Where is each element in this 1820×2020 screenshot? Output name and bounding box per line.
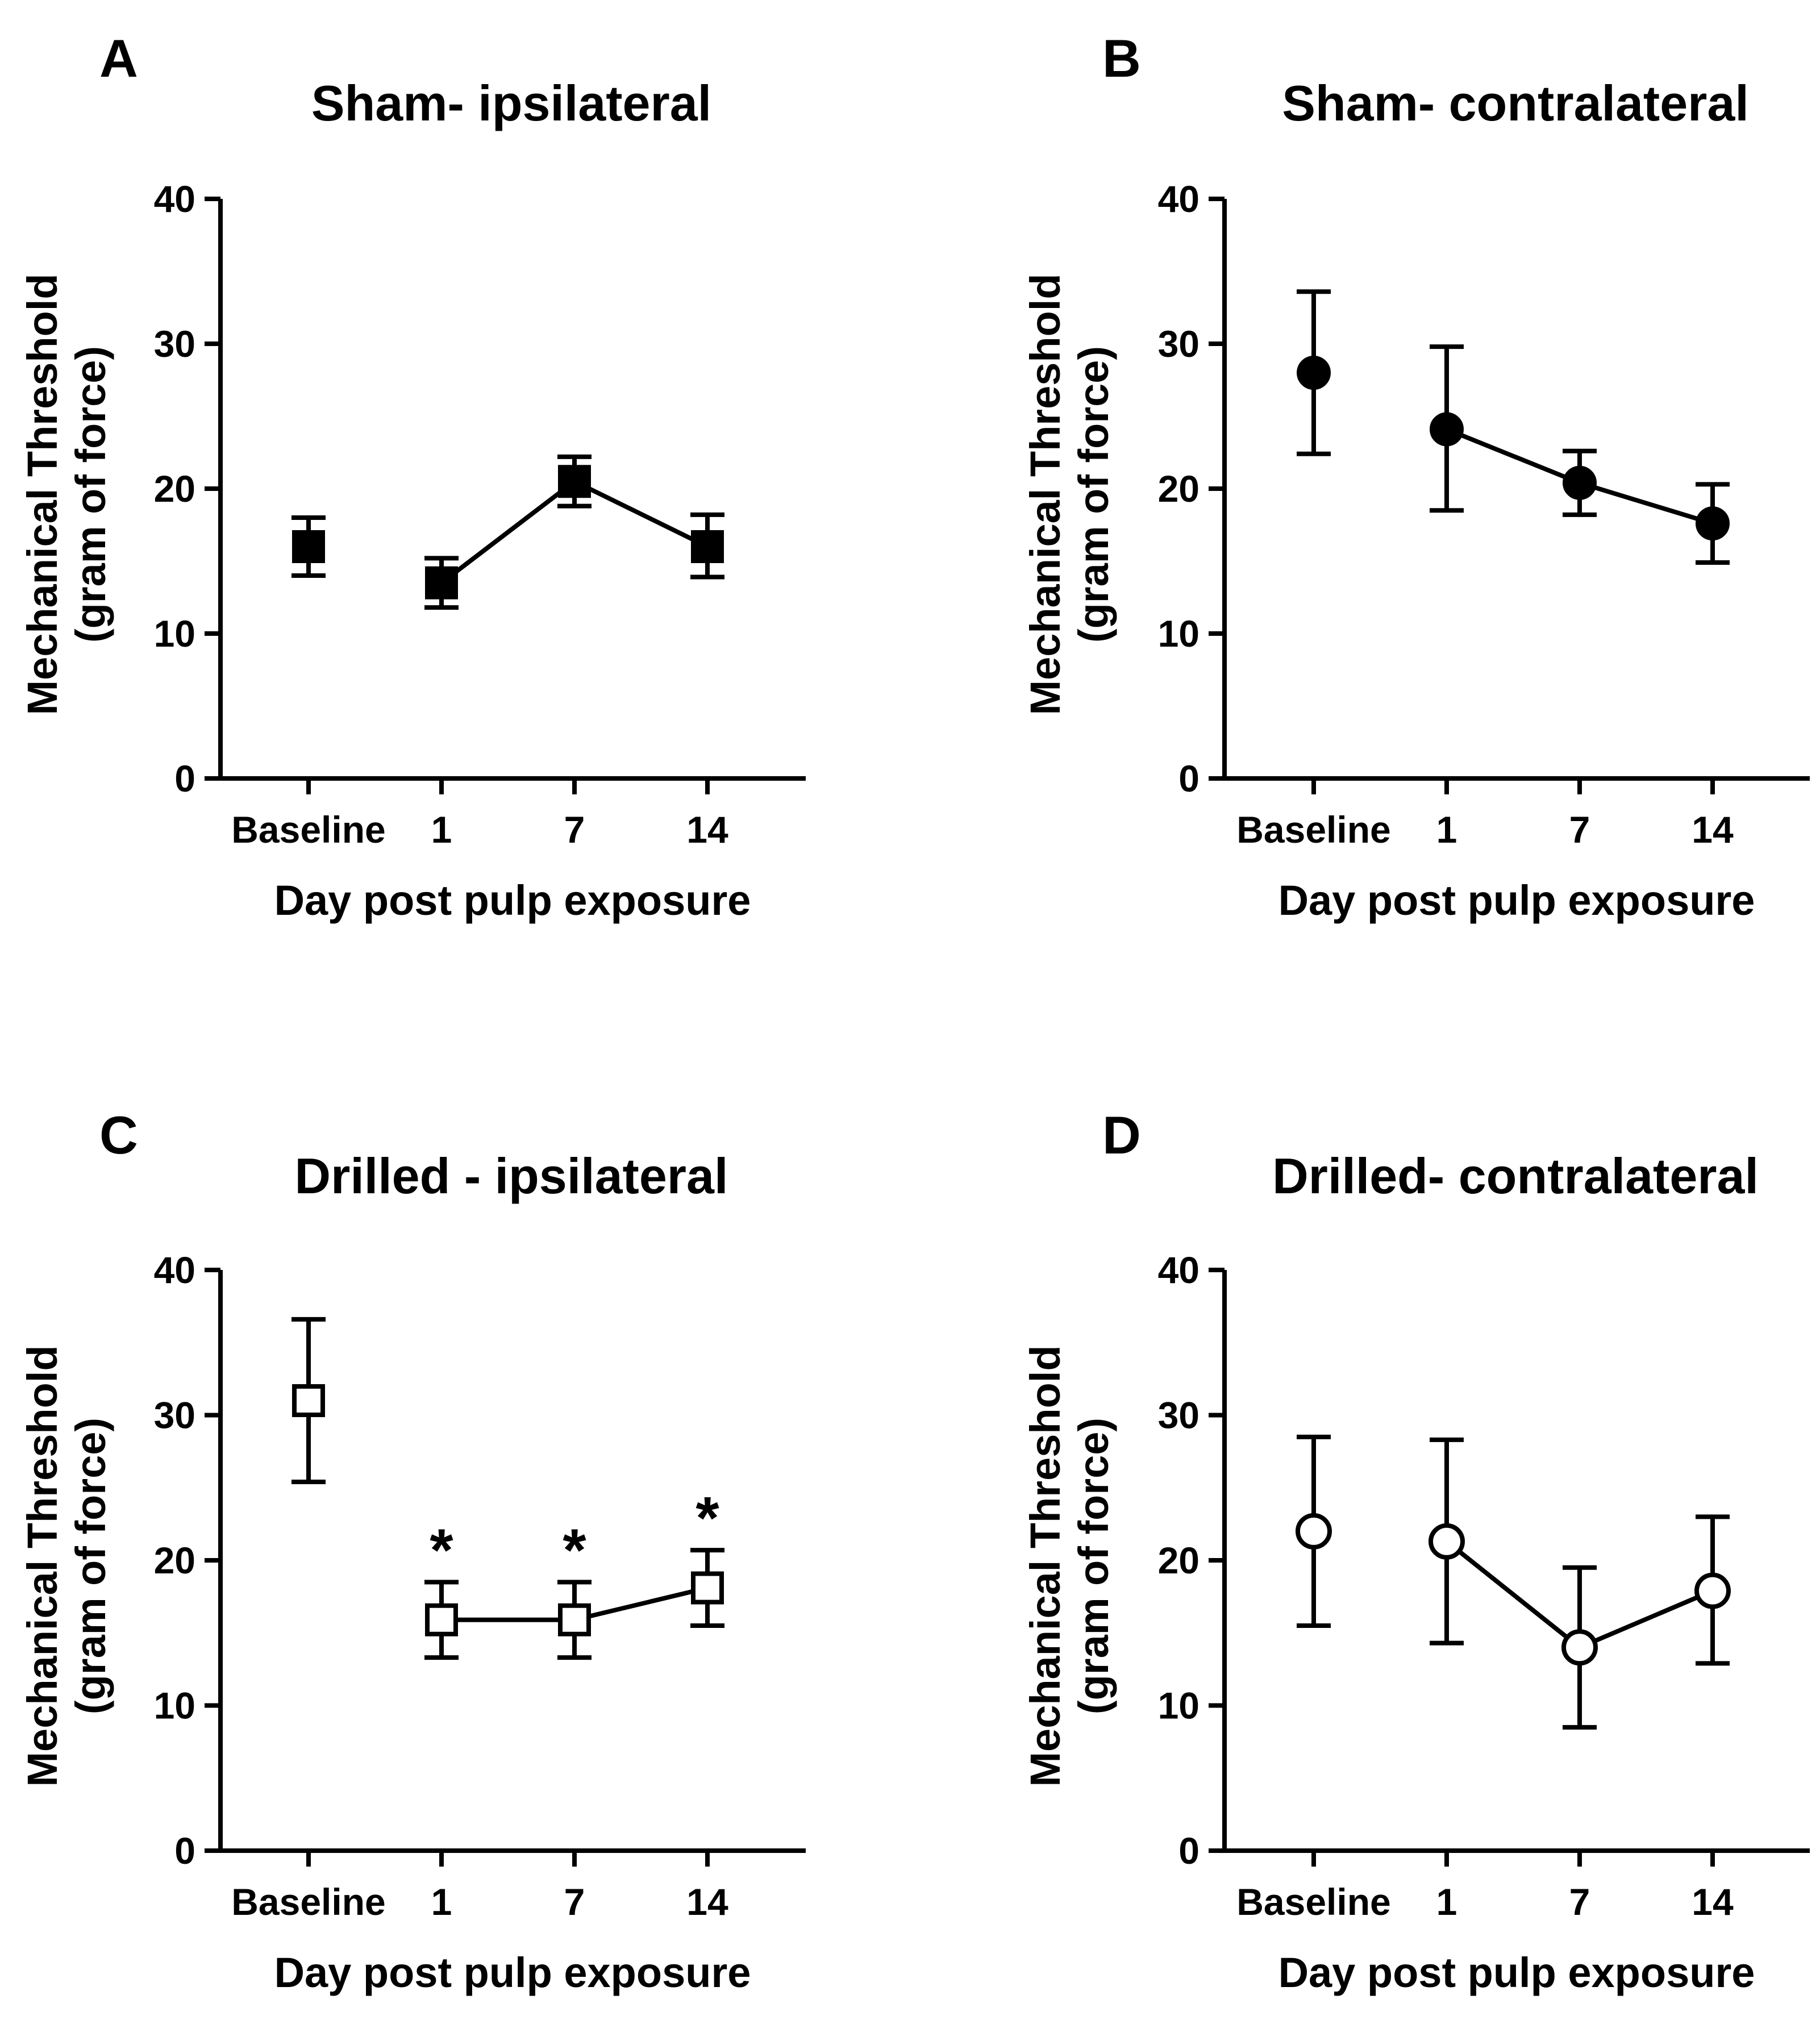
y-axis-title: Mechanical Threshold (gram of force) bbox=[19, 273, 114, 715]
data-point bbox=[558, 1603, 591, 1636]
y-tick-label: 30 bbox=[1158, 323, 1200, 365]
y-tick-label: 0 bbox=[174, 1830, 195, 1872]
y-tick-label: 40 bbox=[1158, 178, 1200, 220]
x-tick-label: Baseline bbox=[231, 1881, 385, 1923]
x-tick-label: 1 bbox=[1436, 1881, 1457, 1923]
data-point bbox=[425, 1603, 458, 1636]
x-tick-label: Baseline bbox=[1236, 1881, 1390, 1923]
chart-panel-b: B Sham- contralateral 0 10 20 30 40 Baseline 1 7 1… bbox=[1022, 28, 1810, 924]
data-point bbox=[425, 566, 458, 599]
significance-star: * bbox=[563, 1517, 586, 1584]
chart-panel-d: D Drilled- contralateral 0 10 20 30 40 Baseline… bbox=[1022, 1105, 1810, 1996]
data-point bbox=[1694, 1572, 1731, 1609]
y-tick-label: 20 bbox=[1158, 468, 1200, 510]
x-axis-title: Day post pulp exposure bbox=[1278, 1949, 1755, 1996]
y-tick-label: 40 bbox=[154, 178, 195, 220]
y-axis-title-line-2: (gram of force) bbox=[1070, 1418, 1117, 1714]
data-point bbox=[1563, 465, 1597, 500]
data-point bbox=[1428, 1523, 1465, 1560]
data-point bbox=[1561, 1629, 1598, 1666]
y-axis-title-line-2: (gram of force) bbox=[1070, 346, 1117, 643]
y-tick-label: 40 bbox=[154, 1249, 195, 1291]
x-tick-label: Baseline bbox=[1236, 809, 1390, 851]
y-axis-title-line-2: (gram of force) bbox=[67, 1418, 114, 1714]
data-point bbox=[1696, 506, 1730, 541]
x-axis-title: Day post pulp exposure bbox=[274, 1949, 751, 1996]
y-tick-label: 10 bbox=[154, 613, 195, 655]
y-axis-title-line-1: Mechanical Threshold bbox=[1022, 273, 1069, 715]
data-point bbox=[1296, 1513, 1332, 1550]
y-tick-label: 10 bbox=[1158, 613, 1200, 655]
data-point bbox=[691, 1571, 724, 1605]
data-point bbox=[1430, 412, 1464, 447]
panel-letter: A bbox=[99, 28, 138, 88]
data-point bbox=[691, 530, 724, 563]
x-axis-title: Day post pulp exposure bbox=[274, 877, 751, 924]
y-tick-label: 10 bbox=[154, 1685, 195, 1727]
y-tick-label: 20 bbox=[154, 468, 195, 510]
x-tick-label: 7 bbox=[564, 809, 585, 851]
y-axis-title: Mechanical Threshold (gram of force) bbox=[1022, 273, 1117, 715]
x-tick-label: 14 bbox=[686, 809, 728, 851]
chart-title: Sham- contralateral bbox=[1282, 75, 1749, 131]
y-tick-label: 30 bbox=[154, 323, 195, 365]
x-tick-label: 14 bbox=[1692, 1881, 1734, 1923]
chart-panel-c: C Drilled - ipsilateral 0 10 20 30 40 Baseline 1… bbox=[19, 1105, 806, 1996]
panel-letter: B bbox=[1102, 28, 1141, 88]
significance-star: * bbox=[695, 1485, 719, 1552]
y-tick-label: 40 bbox=[1158, 1249, 1200, 1291]
x-tick-label: 14 bbox=[1692, 809, 1734, 851]
x-tick-label: 14 bbox=[686, 1881, 728, 1923]
x-tick-label: 1 bbox=[431, 809, 452, 851]
y-tick-label: 0 bbox=[1178, 1830, 1200, 1872]
significance-star: * bbox=[430, 1517, 453, 1584]
y-axis-title-line-2: (gram of force) bbox=[67, 346, 114, 643]
y-tick-label: 20 bbox=[1158, 1539, 1200, 1581]
y-axis-title-line-1: Mechanical Threshold bbox=[19, 1345, 66, 1786]
x-tick-label: 7 bbox=[1569, 809, 1590, 851]
y-axis-title-line-1: Mechanical Threshold bbox=[19, 273, 66, 715]
y-tick-label: 30 bbox=[154, 1394, 195, 1436]
x-tick-label: 7 bbox=[564, 1881, 585, 1923]
y-axis-title: Mechanical Threshold (gram of force) bbox=[19, 1345, 114, 1786]
x-tick-label: 1 bbox=[1436, 809, 1457, 851]
x-tick-label: 1 bbox=[431, 1881, 452, 1923]
y-axis-title: Mechanical Threshold (gram of force) bbox=[1022, 1345, 1117, 1786]
y-tick-label: 0 bbox=[1178, 757, 1200, 799]
data-point bbox=[292, 1384, 325, 1417]
y-tick-label: 10 bbox=[1158, 1685, 1200, 1727]
y-tick-label: 0 bbox=[174, 757, 195, 799]
panel-letter: D bbox=[1102, 1105, 1141, 1165]
y-tick-label: 30 bbox=[1158, 1394, 1200, 1436]
chart-title: Drilled - ipsilateral bbox=[295, 1148, 728, 1204]
chart-title: Sham- ipsilateral bbox=[311, 75, 711, 131]
chart-panel-a: A Sham- ipsilateral 0 10 20 30 40 Baseline 1 7 14 D… bbox=[19, 28, 806, 924]
data-point bbox=[1297, 356, 1331, 390]
x-tick-label: 7 bbox=[1569, 1881, 1590, 1923]
x-axis-title: Day post pulp exposure bbox=[1278, 877, 1755, 924]
y-tick-label: 20 bbox=[154, 1539, 195, 1581]
x-tick-label: Baseline bbox=[231, 809, 385, 851]
data-point bbox=[558, 465, 591, 498]
data-point bbox=[292, 530, 325, 563]
panel-letter: C bbox=[99, 1105, 138, 1165]
y-axis-title-line-1: Mechanical Threshold bbox=[1022, 1345, 1069, 1786]
chart-title: Drilled- contralateral bbox=[1272, 1148, 1759, 1204]
